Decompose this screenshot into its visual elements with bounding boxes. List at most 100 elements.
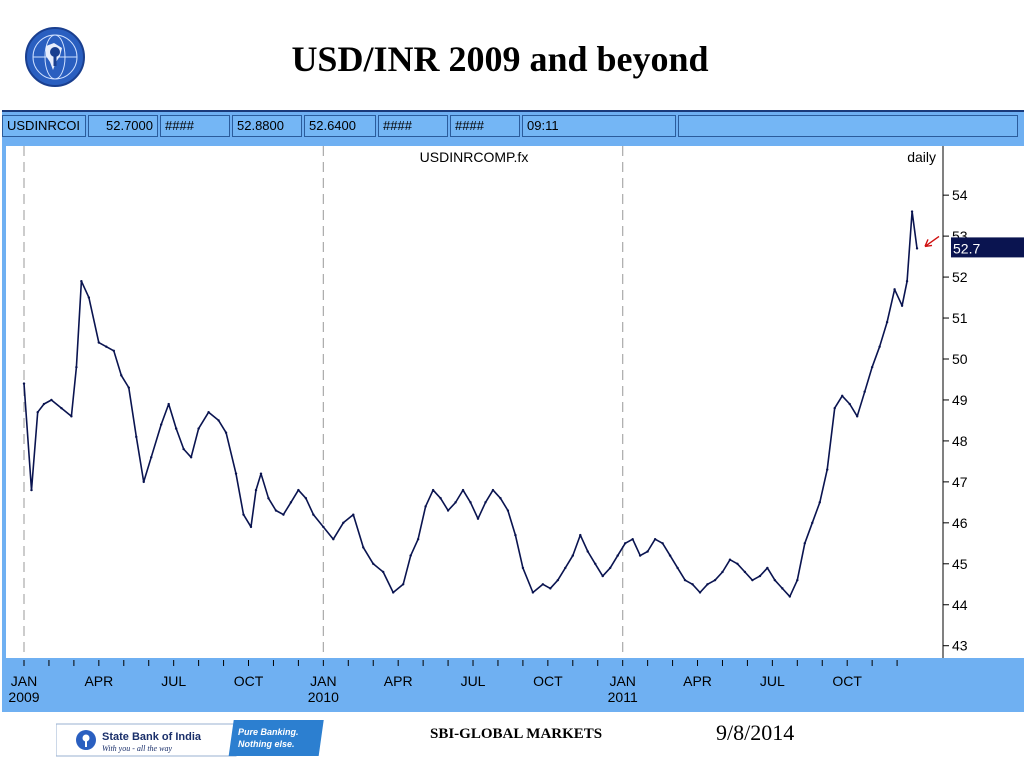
data-point — [150, 456, 153, 459]
data-point — [646, 550, 649, 553]
data-point — [182, 447, 185, 451]
data-point — [242, 513, 245, 516]
data-point — [721, 570, 724, 574]
data-point — [224, 431, 228, 434]
data-point — [653, 538, 657, 541]
data-point — [758, 574, 762, 578]
data-point — [50, 398, 53, 402]
x-tick-label: OCT — [533, 673, 563, 689]
x-tick-label: APR — [84, 673, 113, 689]
data-point — [159, 423, 163, 426]
data-point — [60, 406, 63, 410]
data-point — [848, 402, 851, 406]
data-point — [234, 472, 238, 475]
data-point — [249, 525, 253, 529]
data-point — [322, 525, 325, 529]
data-point — [788, 595, 792, 598]
data-point — [167, 402, 170, 406]
data-point — [312, 513, 315, 516]
data-point — [304, 497, 308, 500]
data-point — [564, 566, 567, 570]
last-price-label: 52.7 — [953, 240, 980, 256]
data-point — [594, 562, 597, 565]
data-point — [616, 554, 619, 557]
data-point — [743, 570, 747, 574]
x-tick-label: JAN — [609, 673, 635, 689]
sbi-globe-logo — [25, 27, 85, 87]
data-point — [416, 538, 420, 541]
y-tick-label: 52 — [952, 269, 968, 285]
data-point — [773, 578, 777, 582]
data-point — [70, 415, 73, 418]
data-point — [454, 501, 457, 504]
data-point — [127, 386, 130, 389]
data-point — [676, 566, 679, 570]
data-point — [372, 562, 375, 565]
data-point — [75, 365, 78, 369]
data-point — [36, 411, 39, 414]
data-point — [105, 345, 108, 348]
chart-window: USDINRCOI 52.7000 #### 52.8800 52.6400 #… — [2, 110, 1024, 712]
y-tick-label: 45 — [952, 556, 968, 572]
x-tick-label: JAN — [310, 673, 336, 689]
y-tick-label: 46 — [952, 515, 968, 531]
x-tick-label: OCT — [234, 673, 264, 689]
data-point — [401, 583, 405, 586]
data-point — [342, 521, 345, 525]
data-point — [841, 394, 844, 398]
data-point — [910, 210, 914, 213]
quote-field-7: #### — [450, 115, 520, 137]
usdinr-series-line — [23, 210, 918, 598]
y-tick-label: 48 — [952, 433, 968, 449]
y-tick-label: 49 — [952, 392, 968, 408]
y-tick-label: 50 — [952, 351, 968, 367]
data-point — [80, 279, 83, 283]
quote-time: 09:11 — [522, 115, 676, 137]
x-tick-year-label: 2011 — [608, 689, 638, 705]
data-point — [42, 402, 46, 406]
data-point — [766, 566, 769, 570]
data-point — [352, 513, 355, 516]
data-point — [446, 509, 450, 512]
data-point — [683, 578, 687, 582]
data-point — [259, 472, 263, 475]
x-tick-label: JUL — [461, 673, 486, 689]
data-point — [833, 406, 836, 410]
data-point — [661, 542, 664, 545]
slide-title: USD/INR 2009 and beyond — [291, 39, 709, 79]
data-point — [751, 578, 754, 582]
data-point — [826, 468, 829, 471]
data-point — [691, 583, 694, 586]
data-point — [893, 288, 896, 291]
plot-area — [6, 146, 941, 658]
data-point — [781, 587, 784, 590]
data-point — [461, 488, 465, 492]
data-point — [476, 517, 480, 520]
frequency-label: daily — [907, 149, 936, 165]
x-tick-year-label: 2010 — [308, 689, 339, 705]
x-tick-label: APR — [683, 673, 712, 689]
y-tick-label: 51 — [952, 310, 968, 326]
data-point — [362, 546, 365, 549]
x-tick-label: JUL — [161, 673, 186, 689]
usdinr-chart: USDINRCOMP.fx daily4344454647484950515253… — [8, 146, 1024, 705]
data-point — [556, 578, 560, 582]
data-point — [549, 587, 552, 590]
x-tick-label: OCT — [832, 673, 862, 689]
data-point — [728, 558, 732, 561]
data-point — [424, 505, 427, 508]
data-point — [409, 554, 412, 557]
data-point — [217, 419, 220, 422]
quote-last: 52.7000 — [88, 115, 158, 137]
x-tick-label: JUL — [760, 673, 785, 689]
data-point — [638, 554, 642, 557]
data-point — [97, 341, 101, 344]
data-point — [870, 365, 874, 369]
quote-change: #### — [160, 115, 230, 137]
quote-low: 52.6400 — [304, 115, 376, 137]
data-point — [207, 411, 210, 414]
data-point — [289, 501, 293, 504]
data-point — [491, 488, 495, 492]
x-tick-label: JAN — [11, 673, 37, 689]
data-point — [579, 533, 582, 537]
